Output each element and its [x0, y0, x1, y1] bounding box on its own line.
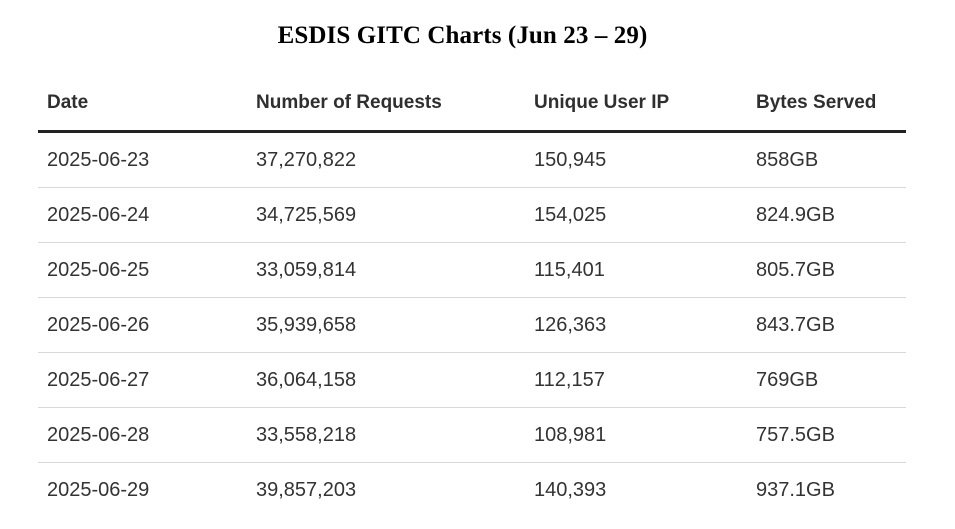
cell-bytes-served: 843.7GB: [747, 297, 906, 353]
cell-unique-ip: 126,363: [525, 297, 747, 353]
cell-date: 2025-06-24: [38, 187, 247, 243]
cell-unique-ip: 140,393: [534, 478, 607, 501]
cell-date: 2025-06-26: [38, 297, 247, 353]
column-header-bytes-served: Bytes Served: [747, 76, 906, 133]
cell-requests: 37,270,822: [247, 131, 525, 188]
cell-bytes-served: 937.1GB: [756, 478, 835, 501]
cell-date: 2025-06-29: [47, 478, 150, 501]
column-header-unique-ip: Unique User IP: [525, 76, 747, 133]
table-row: 2025-06-25 33,059,814 115,401 805.7GB: [38, 242, 906, 298]
table-header-row: Date Number of Requests Unique User IP B…: [38, 76, 906, 133]
cell-date: 2025-06-28: [38, 407, 247, 463]
cell-requests: 34,725,569: [247, 187, 525, 243]
cell-unique-ip: 154,025: [525, 187, 747, 243]
cell-bytes-served: 824.9GB: [747, 187, 906, 243]
column-header-requests: Number of Requests: [247, 76, 525, 133]
table-row: 2025-06-24 34,725,569 154,025 824.9GB: [38, 187, 906, 243]
cell-date: 2025-06-23: [38, 131, 247, 188]
cell-date: 2025-06-27: [38, 352, 247, 408]
table-row: 2025-06-29 39,857,203 140,393 937.1GB: [38, 463, 906, 518]
cell-requests: 36,064,158: [247, 352, 525, 408]
cell-requests: 33,558,218: [247, 407, 525, 463]
table-row: 2025-06-27 36,064,158 112,157 769GB: [38, 352, 906, 408]
table-row: 2025-06-26 35,939,658 126,363 843.7GB: [38, 297, 906, 353]
cell-bytes-served: 858GB: [747, 131, 906, 188]
cell-date: 2025-06-25: [38, 242, 247, 298]
statistics-table: Date Number of Requests Unique User IP B…: [38, 76, 906, 517]
cell-requests: 35,939,658: [247, 297, 525, 353]
table-row: 2025-06-23 37,270,822 150,945 858GB: [38, 131, 906, 188]
cell-unique-ip: 112,157: [525, 352, 747, 408]
cell-bytes-served: 769GB: [747, 352, 906, 408]
cell-requests: 33,059,814: [247, 242, 525, 298]
cell-unique-ip: 115,401: [525, 242, 747, 298]
column-header-date: Date: [38, 76, 247, 133]
cell-bytes-served: 757.5GB: [747, 407, 906, 463]
cell-requests: 39,857,203: [256, 478, 357, 501]
cell-bytes-served: 805.7GB: [747, 242, 906, 298]
table-row: 2025-06-28 33,558,218 108,981 757.5GB: [38, 407, 906, 463]
cell-unique-ip: 150,945: [525, 131, 747, 188]
page-title: ESDIS GITC Charts (Jun 23 – 29): [277, 22, 648, 49]
cell-unique-ip: 108,981: [525, 407, 747, 463]
